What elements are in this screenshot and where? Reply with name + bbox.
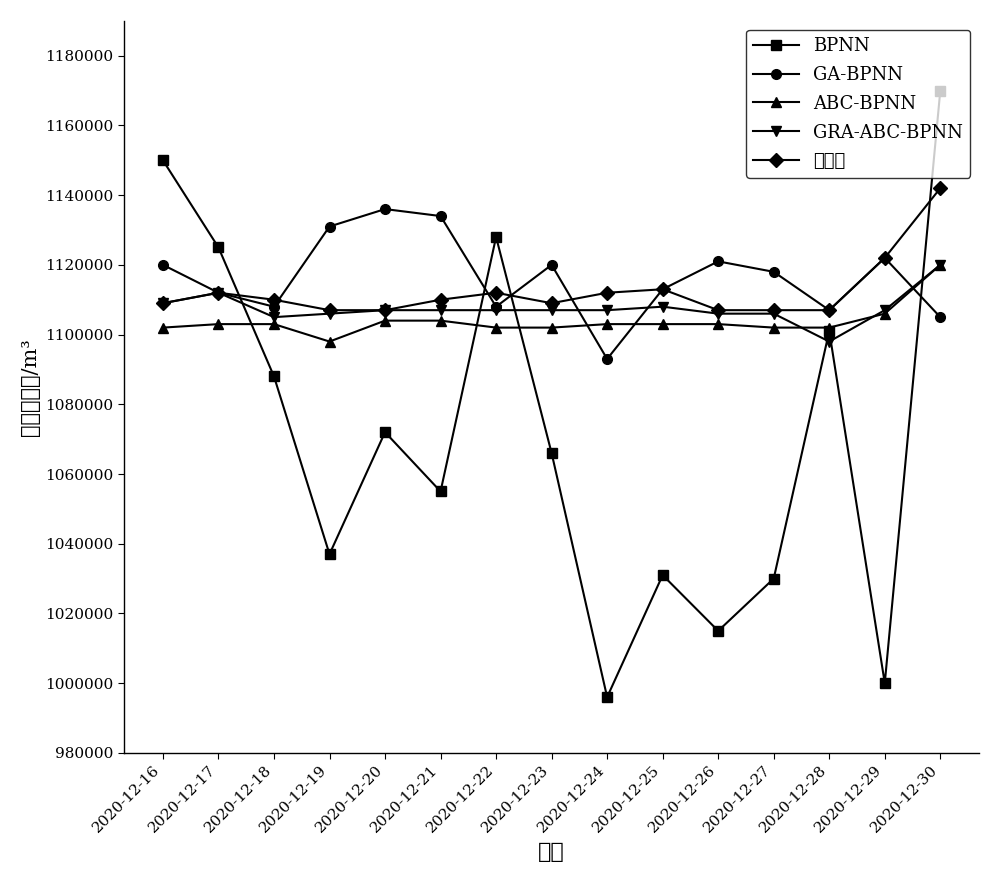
实际值 xyxy=(879,253,891,263)
BPNN xyxy=(268,371,280,382)
BPNN xyxy=(879,678,891,689)
GA-BPNN xyxy=(657,284,669,294)
BPNN xyxy=(768,574,780,584)
ABC-BPNN xyxy=(379,316,391,326)
BPNN xyxy=(324,549,336,560)
ABC-BPNN xyxy=(212,319,224,330)
ABC-BPNN xyxy=(768,323,780,333)
GA-BPNN xyxy=(435,210,447,221)
GA-BPNN xyxy=(490,301,502,312)
Line: ABC-BPNN: ABC-BPNN xyxy=(158,260,945,347)
GRA-ABC-BPNN xyxy=(546,305,558,316)
GA-BPNN xyxy=(379,204,391,215)
实际值 xyxy=(490,287,502,298)
GA-BPNN xyxy=(212,287,224,298)
Line: GA-BPNN: GA-BPNN xyxy=(158,204,945,364)
Line: BPNN: BPNN xyxy=(158,86,945,702)
GRA-ABC-BPNN xyxy=(490,305,502,316)
GRA-ABC-BPNN xyxy=(712,309,724,319)
ABC-BPNN xyxy=(324,336,336,347)
X-axis label: 日期: 日期 xyxy=(538,842,565,863)
实际值 xyxy=(934,183,946,194)
BPNN xyxy=(212,242,224,253)
ABC-BPNN xyxy=(435,316,447,326)
实际值 xyxy=(324,305,336,316)
实际值 xyxy=(212,287,224,298)
实际值 xyxy=(379,305,391,316)
GA-BPNN xyxy=(712,256,724,267)
GRA-ABC-BPNN xyxy=(601,305,613,316)
GA-BPNN xyxy=(823,305,835,316)
GA-BPNN xyxy=(157,260,169,271)
ABC-BPNN xyxy=(823,323,835,333)
ABC-BPNN xyxy=(601,319,613,330)
GA-BPNN xyxy=(879,253,891,263)
BPNN xyxy=(823,326,835,337)
BPNN xyxy=(435,486,447,497)
实际值 xyxy=(601,287,613,298)
BPNN xyxy=(157,155,169,165)
GA-BPNN xyxy=(546,260,558,271)
GRA-ABC-BPNN xyxy=(435,305,447,316)
ABC-BPNN xyxy=(268,319,280,330)
Line: 实际值: 实际值 xyxy=(158,183,945,315)
GRA-ABC-BPNN xyxy=(768,309,780,319)
ABC-BPNN xyxy=(934,260,946,271)
实际值 xyxy=(268,294,280,305)
BPNN xyxy=(712,626,724,636)
GA-BPNN xyxy=(324,221,336,232)
实际值 xyxy=(546,298,558,309)
ABC-BPNN xyxy=(712,319,724,330)
GA-BPNN xyxy=(768,266,780,277)
GRA-ABC-BPNN xyxy=(657,301,669,312)
GRA-ABC-BPNN xyxy=(157,298,169,309)
实际值 xyxy=(435,294,447,305)
Y-axis label: 燃气日负荷/m³: 燃气日负荷/m³ xyxy=(21,338,40,436)
实际值 xyxy=(823,305,835,316)
GRA-ABC-BPNN xyxy=(934,260,946,271)
GRA-ABC-BPNN xyxy=(268,312,280,323)
GA-BPNN xyxy=(268,301,280,312)
ABC-BPNN xyxy=(157,323,169,333)
GRA-ABC-BPNN xyxy=(823,336,835,347)
ABC-BPNN xyxy=(657,319,669,330)
BPNN xyxy=(379,427,391,438)
GRA-ABC-BPNN xyxy=(379,305,391,316)
BPNN xyxy=(546,448,558,459)
BPNN xyxy=(657,570,669,581)
GA-BPNN xyxy=(934,312,946,323)
实际值 xyxy=(712,305,724,316)
实际值 xyxy=(157,298,169,309)
GRA-ABC-BPNN xyxy=(879,305,891,316)
GRA-ABC-BPNN xyxy=(324,309,336,319)
GRA-ABC-BPNN xyxy=(212,287,224,298)
实际值 xyxy=(768,305,780,316)
ABC-BPNN xyxy=(546,323,558,333)
BPNN xyxy=(934,85,946,95)
ABC-BPNN xyxy=(879,309,891,319)
Line: GRA-ABC-BPNN: GRA-ABC-BPNN xyxy=(158,260,945,347)
GA-BPNN xyxy=(601,354,613,364)
BPNN xyxy=(601,692,613,703)
Legend: BPNN, GA-BPNN, ABC-BPNN, GRA-ABC-BPNN, 实际值: BPNN, GA-BPNN, ABC-BPNN, GRA-ABC-BPNN, 实… xyxy=(746,30,970,178)
ABC-BPNN xyxy=(490,323,502,333)
BPNN xyxy=(490,232,502,242)
实际值 xyxy=(657,284,669,294)
